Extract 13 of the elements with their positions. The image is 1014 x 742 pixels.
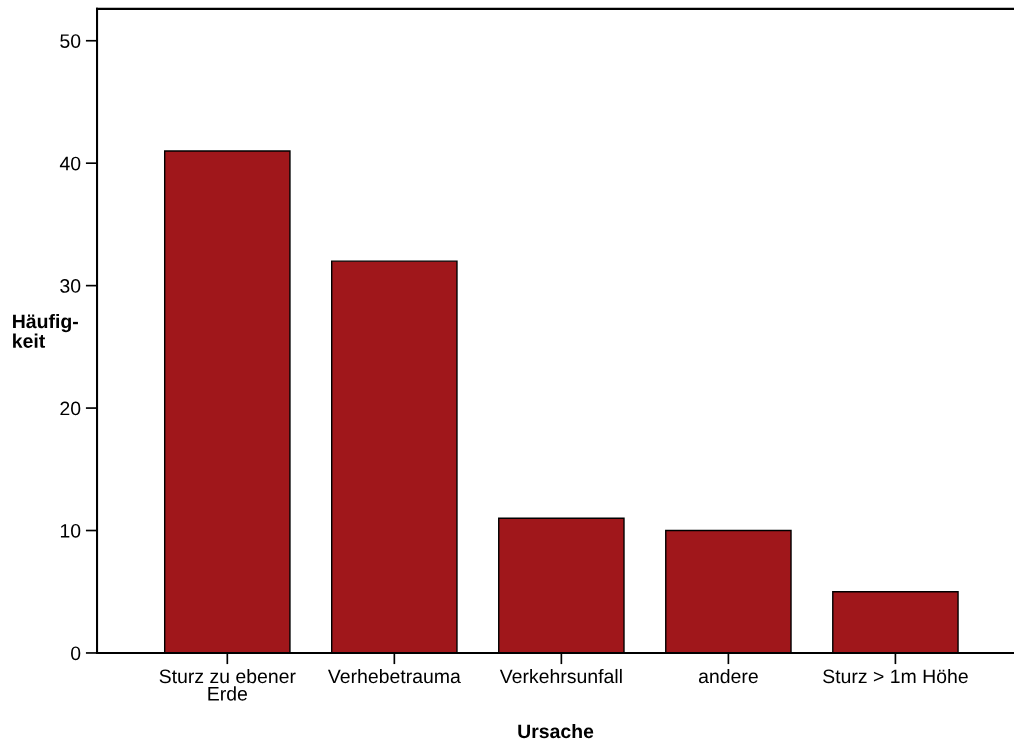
x-tick-label: andere xyxy=(698,668,758,684)
y-axis-title: Häufig- keit xyxy=(13,313,78,348)
y-tick-label: 30 xyxy=(60,279,81,293)
x-tick-label: Sturz > 1m Höhe xyxy=(823,668,968,684)
y-tick-label: 50 xyxy=(60,34,81,48)
x-tick-label: Verkehrsunfall xyxy=(499,668,622,684)
y-tick-label: 0 xyxy=(71,646,81,661)
x-tick-label: Verhebetrauma xyxy=(327,668,461,684)
y-tick-label: 20 xyxy=(60,401,81,416)
y-tick-label: 40 xyxy=(59,156,81,171)
y-tick-label: 10 xyxy=(60,523,81,538)
x-tick-label: Sturz zu ebener Erde xyxy=(159,668,296,701)
x-axis-title: Ursache xyxy=(518,723,594,739)
